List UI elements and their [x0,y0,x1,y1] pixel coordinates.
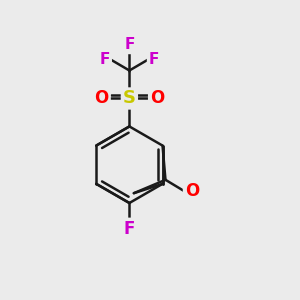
Text: F: F [100,52,110,67]
Text: F: F [124,38,135,52]
Text: F: F [148,52,159,67]
Text: O: O [185,182,199,200]
Text: O: O [150,89,164,107]
Text: S: S [123,89,136,107]
Text: O: O [94,89,109,107]
Text: F: F [124,220,135,238]
